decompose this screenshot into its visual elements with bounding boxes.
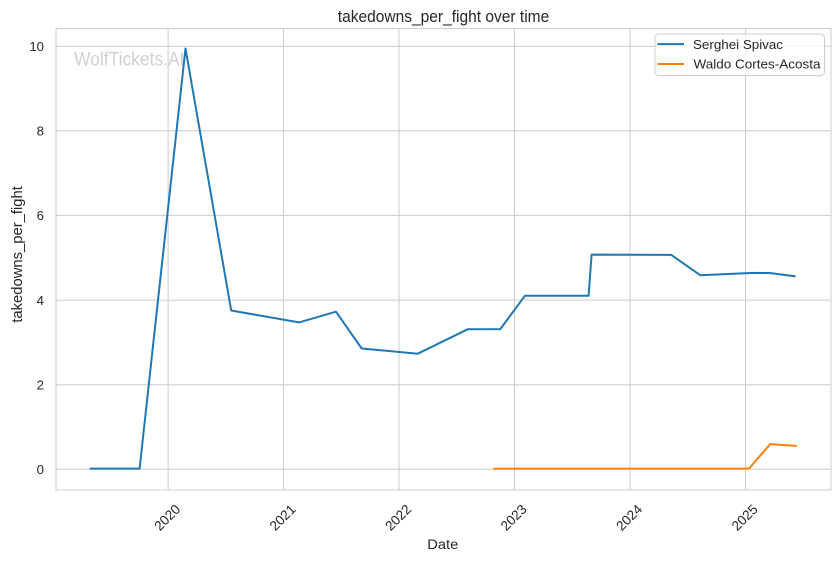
svg-text:8: 8 xyxy=(37,124,44,139)
svg-text:4: 4 xyxy=(37,293,44,308)
svg-text:Serghei Spivac: Serghei Spivac xyxy=(693,37,783,52)
svg-text:10: 10 xyxy=(29,39,44,54)
svg-text:takedowns_per_fight: takedowns_per_fight xyxy=(10,186,26,323)
svg-text:takedowns_per_fight over time: takedowns_per_fight over time xyxy=(338,7,550,26)
svg-text:Waldo Cortes-Acosta: Waldo Cortes-Acosta xyxy=(694,57,822,72)
svg-text:0: 0 xyxy=(37,462,44,477)
svg-text:2: 2 xyxy=(37,378,44,393)
svg-text:Date: Date xyxy=(427,536,458,552)
svg-text:WolfTickets.AI: WolfTickets.AI xyxy=(74,49,185,71)
svg-text:6: 6 xyxy=(37,208,44,223)
